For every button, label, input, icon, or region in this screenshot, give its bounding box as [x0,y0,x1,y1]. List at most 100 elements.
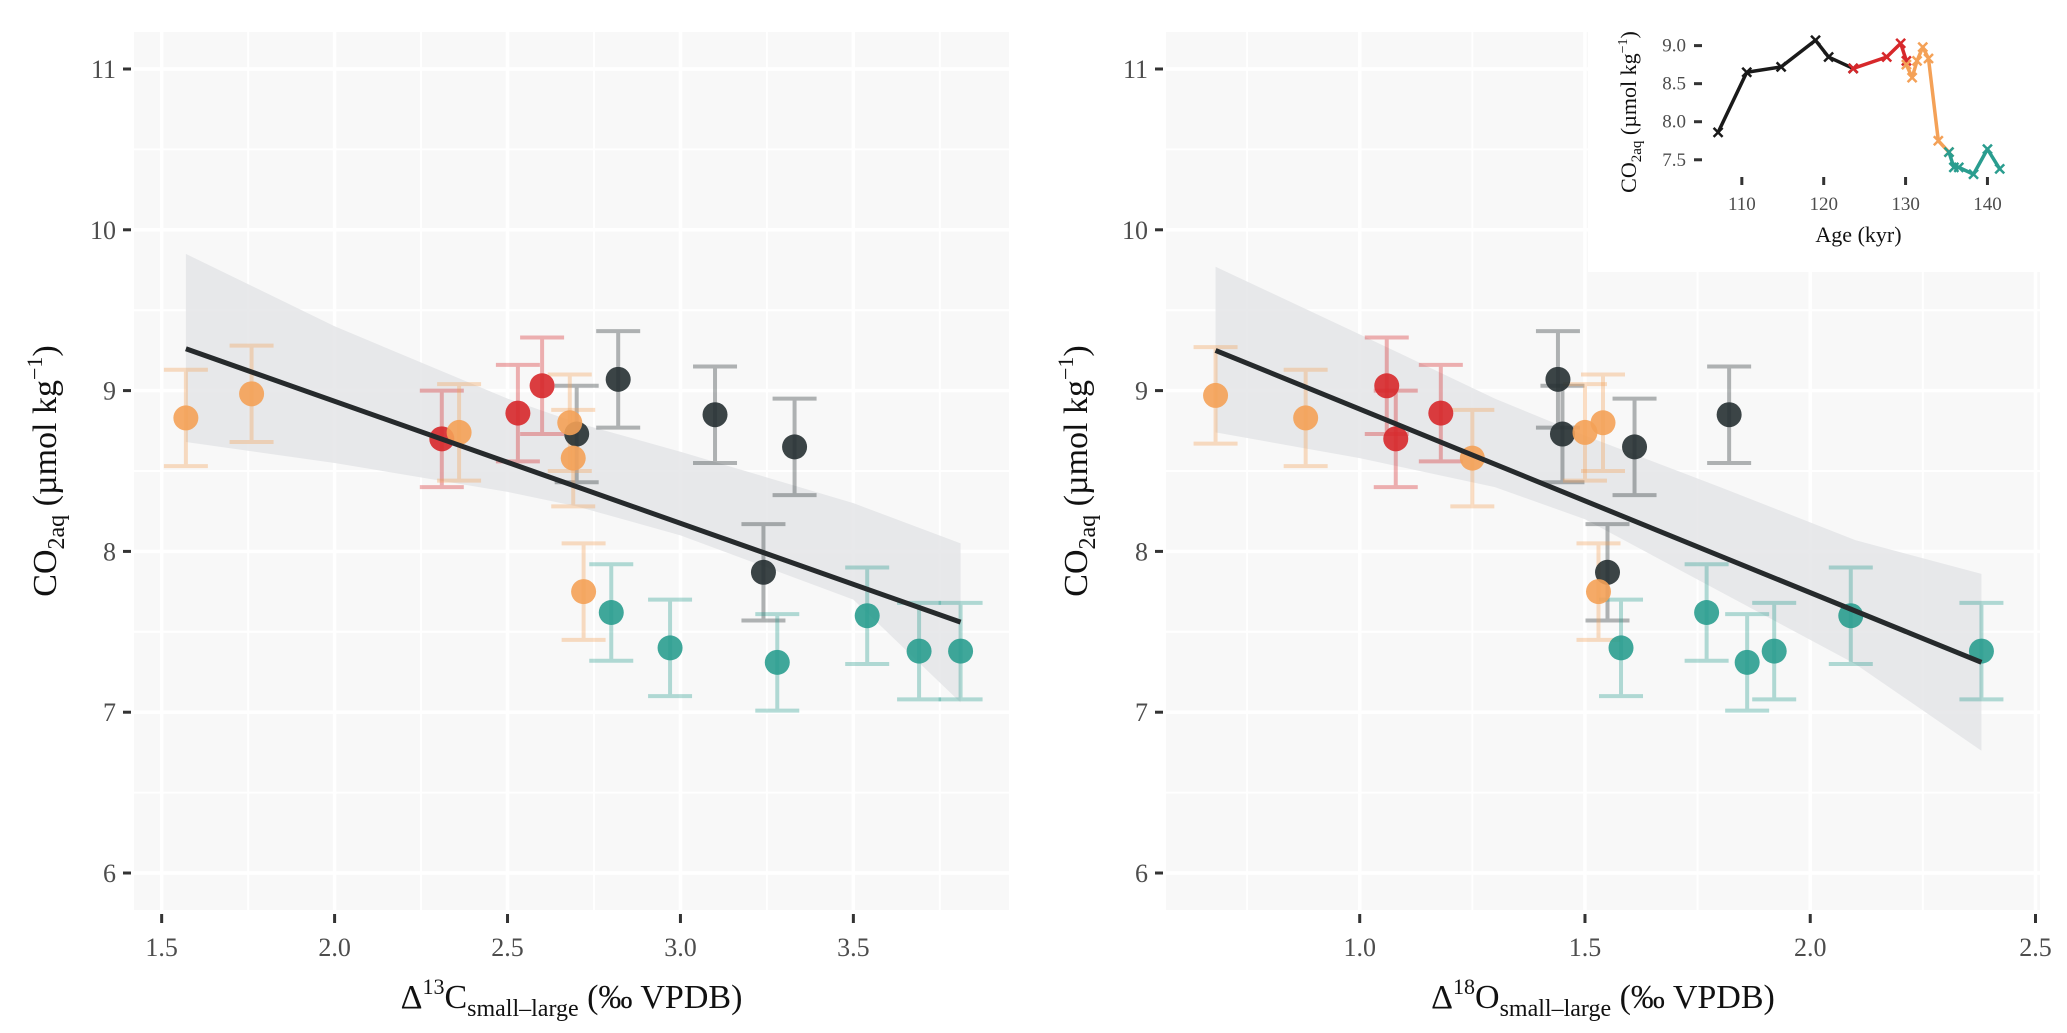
y-tick-label: 9 [103,377,116,406]
data-point-black [1622,434,1648,460]
x-tick-label: 2.5 [2019,933,2052,962]
inset-marker-x [1994,163,2006,175]
data-point-teal [657,635,683,661]
data-point-orange [1293,405,1319,431]
inset-x-tick-label: 130 [1891,194,1920,215]
inset-marker-x [1901,59,1912,71]
inset-y-tick-label: 8.5 [1662,74,1686,95]
data-point-teal [948,638,974,664]
x-axis-title: Δ13Csmall–large (‰ VPDB) [401,974,743,1022]
data-point-black [1549,421,1575,447]
left-scatter-panel: 1.5 2.0 2.5 3.0 3.5 6 7 8 9 10 11 Δ13Csmall–large (… [22,32,1009,1022]
y-tick-label: 6 [1135,859,1148,888]
regression-line [185,346,962,625]
inset-marker-x [1810,34,1821,46]
inset-marker-x [1906,72,1918,83]
data-point-black [1595,559,1621,585]
inset-y-axis: 7.5 8.0 8.5 9.0 [1662,36,1702,171]
data-point-orange [1585,579,1611,605]
inset-y-axis-title: CO2aq (µmol kg−1) [1616,31,1645,193]
y-tick-label: 10 [1122,216,1148,245]
y-tick-label: 11 [91,55,116,84]
y-tick-label: 9 [1135,377,1148,406]
data-point-red [1374,373,1400,399]
data-point-teal [1734,649,1760,675]
inset-marker-x [1823,51,1835,63]
data-point-black [1545,366,1571,392]
x-axis-title: Δ18Osmall–large (‰ VPDB) [1431,974,1775,1022]
y-axis: 6 7 8 9 10 11 [90,55,131,888]
data-point-orange [1590,410,1616,436]
inset-marker-x [1911,55,1923,67]
data-point-red [1428,400,1454,426]
inset-marker-x [1712,126,1724,138]
data-point-black [702,402,728,428]
data-point-orange [571,579,597,605]
inset-x-tick-label: 120 [1809,194,1838,215]
data-point-orange [173,405,199,431]
data-point-black [1716,402,1742,428]
y-axis-title: CO2aq (µmol kg−1) [22,345,70,596]
x-tick-label: 2.0 [1794,933,1827,962]
data-point-orange [1203,382,1229,408]
inset-line-red [1852,41,1909,71]
inset-marker-x [1895,37,1907,49]
inset-y-tick-label: 8.0 [1662,112,1686,133]
inset-marker-x [1901,55,1912,67]
inset-marker-x [1932,135,1944,147]
inset-marker-x [1917,41,1929,53]
data-point-teal [764,649,790,675]
data-point-red [529,373,555,399]
inset-marker-x [1847,63,1859,74]
data-points [173,366,974,675]
x-tick-label: 2.0 [318,933,351,962]
y-axis: 6 7 8 9 10 11 [1122,55,1163,888]
x-axis: 1.0 1.5 2.0 2.5 [1343,914,2052,962]
data-point-black [782,434,808,460]
inset-marker-x [1923,53,1934,64]
y-axis-title: CO2aq (µmol kg−1) [1053,345,1101,596]
data-point-teal [1694,600,1720,626]
inset-marker-x [1982,143,1993,155]
inset-marker-x [1741,66,1753,78]
confidence-band [185,253,961,703]
y-tick-label: 11 [1123,55,1148,84]
x-axis: 1.5 2.0 2.5 3.0 3.5 [145,914,870,962]
data-point-teal [854,603,880,629]
data-points [1203,366,1994,675]
inset-marker-x [1943,146,1955,158]
x-tick-label: 1.0 [1343,933,1376,962]
y-tick-label: 8 [1135,537,1148,566]
inset-x-axis-title: Age (kyr) [1815,222,1901,247]
inset-line-black [1716,38,1854,134]
inset-timeseries-panel: 7.5 8.0 8.5 9.0 110 120 130 140 Age (kyr) CO2aq (… [1588,0,2067,272]
y-tick-label: 8 [103,537,116,566]
data-point-orange [557,410,583,436]
inset-marker-x [1953,162,1965,173]
y-tick-label: 6 [103,859,116,888]
data-point-red [505,400,531,426]
data-point-black [605,366,631,392]
y-tick-label: 10 [90,216,116,245]
regression-line [1214,348,1983,665]
y-tick-label: 7 [103,698,116,727]
x-tick-label: 2.5 [491,933,524,962]
data-point-orange [560,445,586,471]
data-point-black [750,559,776,585]
inset-series-red [1847,37,1912,74]
data-point-red [1383,426,1409,452]
inset-marker-x [1881,51,1893,63]
gridlines [134,32,1009,910]
data-point-orange [446,419,472,445]
x-tick-label: 1.5 [1569,933,1602,962]
data-point-orange [239,381,265,407]
inset-background [1588,0,2067,272]
inset-marker-x [1968,168,1979,180]
data-point-teal [1608,635,1634,661]
inset-series-teal [1943,143,2006,180]
inset-y-tick-label: 9.0 [1662,36,1686,57]
data-point-teal [1761,638,1787,664]
inset-x-axis: 110 120 130 140 [1728,177,2002,215]
data-point-teal [906,638,932,664]
